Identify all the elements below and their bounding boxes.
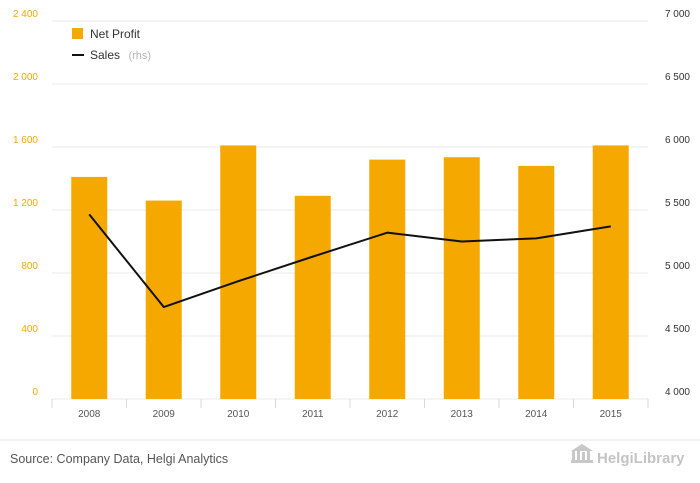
- left-axis-tick-label: 2 400: [13, 9, 38, 20]
- x-axis-tick-label: 2009: [153, 409, 176, 420]
- left-axis-tick-label: 800: [21, 261, 38, 272]
- gridlines: [52, 20, 648, 400]
- left-axis-tick-label: 400: [21, 324, 38, 335]
- left-axis-tick-label: 1 200: [13, 198, 38, 209]
- bar-net-profit-2008: [71, 176, 108, 399]
- right-axis-tick-label: 4 000: [665, 387, 690, 398]
- left-axis-tick-label: 0: [32, 387, 38, 398]
- x-axis-ticks: 2008 2009 2010 2011 2012 2013 2014 2015: [51, 399, 649, 420]
- left-axis-tick-label: 1 600: [13, 135, 38, 146]
- bar-series-net-profit: [71, 145, 629, 399]
- legend-label-sales: Sales (rhs): [90, 46, 151, 63]
- legend-label-sales-suffix: (rhs): [128, 50, 151, 62]
- x-axis-tick-label: 2010: [227, 409, 250, 420]
- line-series-sales: [88, 213, 611, 309]
- x-axis-tick-label: 2013: [451, 409, 474, 420]
- right-axis-ticks: 4 000 4 500 5 000 5 500 6 000 6 500 7 000: [665, 9, 690, 398]
- bar-net-profit-2009: [145, 200, 182, 399]
- legend-label-sales-text: Sales: [90, 48, 120, 62]
- line-sales: [88, 213, 611, 309]
- brand-name: HelgiLibrary: [597, 450, 685, 467]
- right-axis-tick-label: 7 000: [665, 9, 690, 20]
- legend: Net Profit Sales (rhs): [72, 27, 151, 63]
- bar-net-profit-2015: [592, 145, 629, 399]
- right-axis-tick-label: 4 500: [665, 324, 690, 335]
- brand-logo[interactable]: HelgiLibrary: [571, 444, 685, 467]
- x-axis-tick-label: 2011: [302, 409, 324, 420]
- x-axis-tick-label: 2012: [376, 409, 399, 420]
- left-axis-tick-label: 2 000: [13, 72, 38, 83]
- bar-net-profit-2010: [220, 145, 257, 399]
- x-axis-tick-label: 2014: [525, 409, 548, 420]
- bar-net-profit-2011: [294, 195, 331, 399]
- left-axis-ticks: 0 400 800 1 200 1 600 2 000 2 400: [13, 9, 38, 398]
- legend-swatch-net-profit: [72, 28, 83, 39]
- bar-net-profit-2013: [443, 157, 480, 399]
- right-axis-tick-label: 5 000: [665, 261, 690, 272]
- bar-net-profit-2012: [369, 159, 406, 399]
- bar-net-profit-2014: [518, 165, 555, 399]
- right-axis-tick-label: 5 500: [665, 198, 690, 209]
- x-axis-tick-label: 2015: [600, 409, 623, 420]
- right-axis-tick-label: 6 500: [665, 72, 690, 83]
- source-note: Source: Company Data, Helgi Analytics: [10, 452, 228, 466]
- legend-label-net-profit: Net Profit: [90, 27, 141, 41]
- right-axis-tick-label: 6 000: [665, 135, 690, 146]
- x-axis-tick-label: 2008: [78, 409, 101, 420]
- library-buildings-icon: [571, 444, 593, 463]
